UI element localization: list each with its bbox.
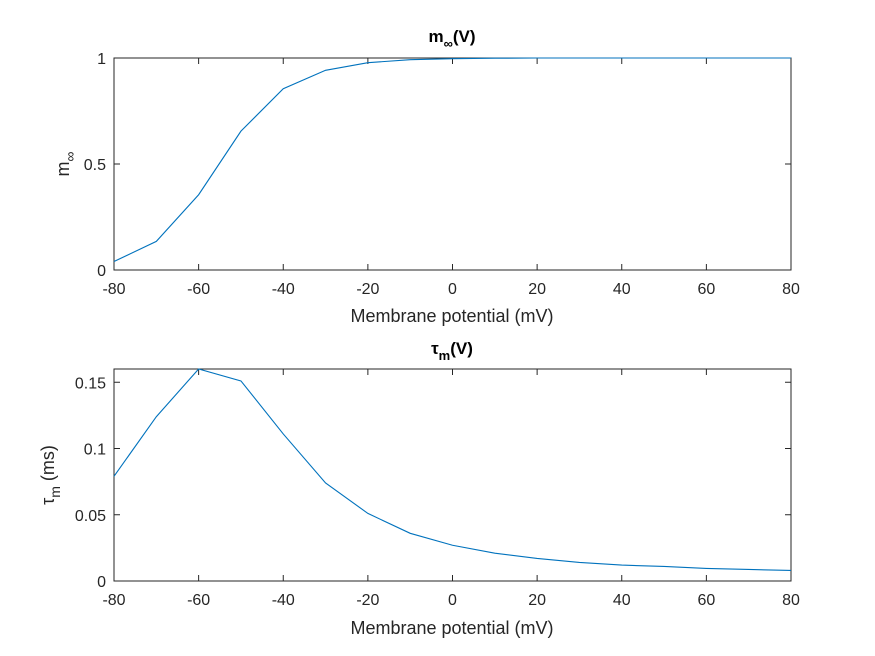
x-axis-label-tau-m: Membrane potential (mV) bbox=[350, 618, 553, 638]
series-line-m-inf bbox=[113, 57, 791, 263]
x-tick-label-m-inf: 60 bbox=[697, 281, 715, 298]
x-tick-label-m-inf: 80 bbox=[782, 281, 800, 298]
subplot-tau-m: -80 -60 -40 -20 0 20 40 60 80 0 0.05 0.1 0.15 τm(V)… bbox=[38, 339, 800, 638]
x-tick-label-m-inf: -40 bbox=[272, 281, 295, 298]
x-tick-label-m-inf: 40 bbox=[613, 281, 631, 298]
x-tick-label-m-inf: -20 bbox=[356, 281, 379, 298]
tick-marks-m-inf bbox=[113, 57, 792, 271]
y-tick-label-tau-m: 0.15 bbox=[75, 375, 106, 392]
x-tick-label-tau-m: -60 bbox=[187, 592, 210, 609]
series-line-tau-m bbox=[113, 368, 792, 571]
y-axis-label-tau-m: τm (ms) bbox=[38, 445, 63, 505]
x-tick-label-tau-m: 60 bbox=[697, 592, 715, 609]
x-axis-label-m-inf: Membrane potential (mV) bbox=[350, 306, 553, 326]
x-tick-label-tau-m: 80 bbox=[782, 592, 800, 609]
axes-box-tau-m bbox=[113, 368, 792, 582]
x-tick-label-tau-m: -20 bbox=[356, 592, 379, 609]
y-axis-label-m-inf: m∞ bbox=[53, 151, 78, 176]
x-tick-label-tau-m: 0 bbox=[448, 592, 457, 609]
y-tick-label-tau-m: 0 bbox=[97, 574, 106, 591]
chart-title-m-inf: m∞(V) bbox=[428, 27, 475, 51]
tick-marks-tau-m bbox=[113, 369, 792, 582]
x-tick-label-m-inf: -80 bbox=[102, 281, 125, 298]
y-tick-label-tau-m: 0.1 bbox=[84, 442, 106, 459]
x-tick-label-tau-m: -80 bbox=[102, 592, 125, 609]
x-tick-label-m-inf: 0 bbox=[448, 281, 457, 298]
x-tick-labels-tau-m: -80 -60 -40 -20 0 20 40 60 80 bbox=[102, 592, 800, 609]
axes-box-m-inf bbox=[113, 57, 792, 271]
x-tick-label-m-inf: 20 bbox=[528, 281, 546, 298]
y-tick-label-m-inf: 1 bbox=[97, 51, 106, 68]
y-tick-label-m-inf: 0 bbox=[97, 263, 106, 280]
y-tick-label-m-inf: 0.5 bbox=[84, 157, 106, 174]
x-tick-label-m-inf: -60 bbox=[187, 281, 210, 298]
subplot-m-inf: -80 -60 -40 -20 0 20 40 60 80 00.51 m∞(V) Membra… bbox=[53, 27, 800, 326]
chart-title-tau-m: τm(V) bbox=[431, 339, 473, 363]
y-tick-label-tau-m: 0.05 bbox=[75, 508, 106, 525]
y-tick-labels-m-inf: 00.51 bbox=[84, 51, 106, 280]
x-tick-label-tau-m: -40 bbox=[272, 592, 295, 609]
x-tick-label-tau-m: 20 bbox=[528, 592, 546, 609]
x-tick-labels-m-inf: -80 -60 -40 -20 0 20 40 60 80 bbox=[102, 281, 800, 298]
x-tick-label-tau-m: 40 bbox=[613, 592, 631, 609]
y-tick-labels-tau-m: 0 0.05 0.1 0.15 bbox=[75, 375, 106, 591]
